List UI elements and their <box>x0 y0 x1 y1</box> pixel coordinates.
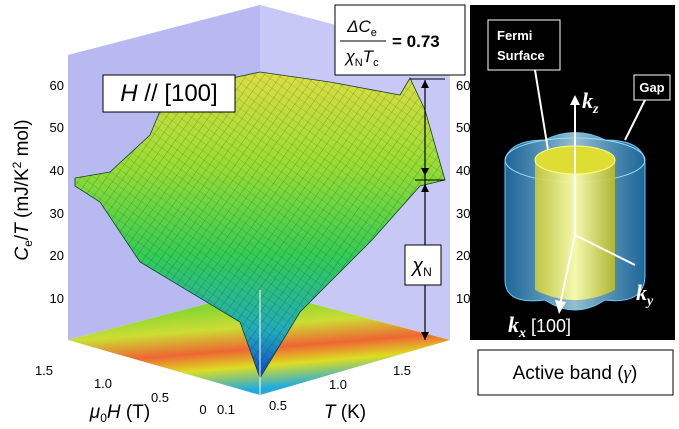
y-tick-label: 40 <box>50 163 64 178</box>
arrow-head <box>421 168 429 176</box>
y-label-unit: (mJ/K <box>12 168 33 223</box>
y-label-t: T <box>12 222 33 235</box>
arrow-head <box>421 332 429 340</box>
arrow-head <box>421 80 429 88</box>
gap-label: Gap <box>639 80 664 95</box>
fermi-label-box <box>487 19 561 71</box>
field-direction: H // [100] <box>120 80 217 107</box>
numerator: ΔC <box>346 17 371 36</box>
fermi-diagram: Fermi Surface Gap kz ky kx [100] <box>470 5 675 341</box>
y-tick-label: 20 <box>456 248 470 263</box>
y-tick-label: 50 <box>456 120 470 135</box>
arrow-head <box>555 300 566 314</box>
y-label-slash: / <box>12 234 33 240</box>
pointer <box>624 99 646 141</box>
mu-sub: 0 <box>100 411 107 425</box>
field-direction-text: // [100] <box>138 80 218 107</box>
ratio-value: = 0.73 <box>392 32 440 51</box>
denominator-sub: c <box>373 57 379 69</box>
y-tick-label: 10 <box>456 291 470 306</box>
label-box <box>102 74 236 113</box>
ratio-denominator: χNTc <box>343 47 379 69</box>
surface-mesh <box>75 72 445 378</box>
denominator-sub: N <box>355 57 363 69</box>
arrow-head <box>570 95 580 105</box>
k-sub: x <box>518 326 526 341</box>
temp-tick-label: 1.5 <box>393 363 411 378</box>
field-axis-label: μ0H (T) <box>89 402 150 425</box>
temp-tick-label: 1.0 <box>329 377 347 392</box>
y-tick-label: 50 <box>50 120 64 135</box>
h: H <box>107 402 121 423</box>
y-label-sup: 2 <box>10 161 24 168</box>
fermi-label: Fermi <box>497 28 532 43</box>
arrow-head <box>421 184 429 192</box>
ratio-numerator: ΔCe <box>346 17 377 39</box>
y-tick-label: 30 <box>50 206 64 221</box>
kx-direction: [100] <box>526 316 571 336</box>
field-tick-label: 1.0 <box>94 376 112 391</box>
k: k <box>508 312 519 337</box>
y-tick-label: 60 <box>50 78 64 93</box>
y-tick-label: 40 <box>456 163 470 178</box>
chi-sub: N <box>423 265 432 279</box>
chi-box <box>404 244 442 286</box>
caption-box <box>477 349 674 396</box>
caption: Active band (γ) <box>513 363 638 384</box>
kx-label: kx [100] <box>508 312 571 341</box>
field-tick-label: 0 <box>199 402 206 417</box>
kz-label: kz <box>582 88 599 117</box>
y-axis-label: Ce/T (mJ/K2 mol) <box>10 119 35 260</box>
y-label-sub: e <box>21 240 35 247</box>
denominator: χ <box>343 47 355 66</box>
gap-label-box <box>633 74 671 101</box>
chi-label: χN <box>410 255 432 279</box>
fermi-label: Surface <box>497 48 545 63</box>
temp-tick-label: 0.5 <box>269 398 287 413</box>
ky-label: ky <box>636 280 654 309</box>
y-label-c: C <box>12 247 33 261</box>
ky-axis <box>574 234 636 266</box>
mu: μ <box>89 402 101 423</box>
chi: χ <box>410 255 424 277</box>
field-unit: (T) <box>121 402 151 423</box>
pointer <box>534 69 549 151</box>
y-tick-label: 20 <box>50 248 64 263</box>
denominator-t: T <box>363 47 375 66</box>
k: k <box>582 88 593 113</box>
field-tick-label: 0.5 <box>151 390 169 405</box>
gamma: γ <box>624 363 632 384</box>
ratio-box <box>334 4 466 76</box>
y-label-end: mol) <box>12 119 33 161</box>
y-tick-label: 30 <box>456 206 470 221</box>
temp-axis-label: T (K) <box>324 402 366 423</box>
k: k <box>636 280 647 305</box>
temp-unit: (K) <box>336 402 367 423</box>
caption-end: ) <box>631 363 637 384</box>
k-sub: z <box>592 102 599 117</box>
numerator-sub: e <box>371 27 377 39</box>
caption-text: Active band ( <box>513 363 625 384</box>
t: T <box>324 402 337 423</box>
k-sub: y <box>645 294 654 309</box>
y-tick-label: 10 <box>50 291 64 306</box>
kx-axis <box>559 234 576 306</box>
y-tick-label: 60 <box>456 78 470 93</box>
field-tick-label: 1.5 <box>35 363 53 378</box>
temp-tick-label: 0.1 <box>217 402 235 417</box>
field-symbol: H <box>120 80 138 107</box>
